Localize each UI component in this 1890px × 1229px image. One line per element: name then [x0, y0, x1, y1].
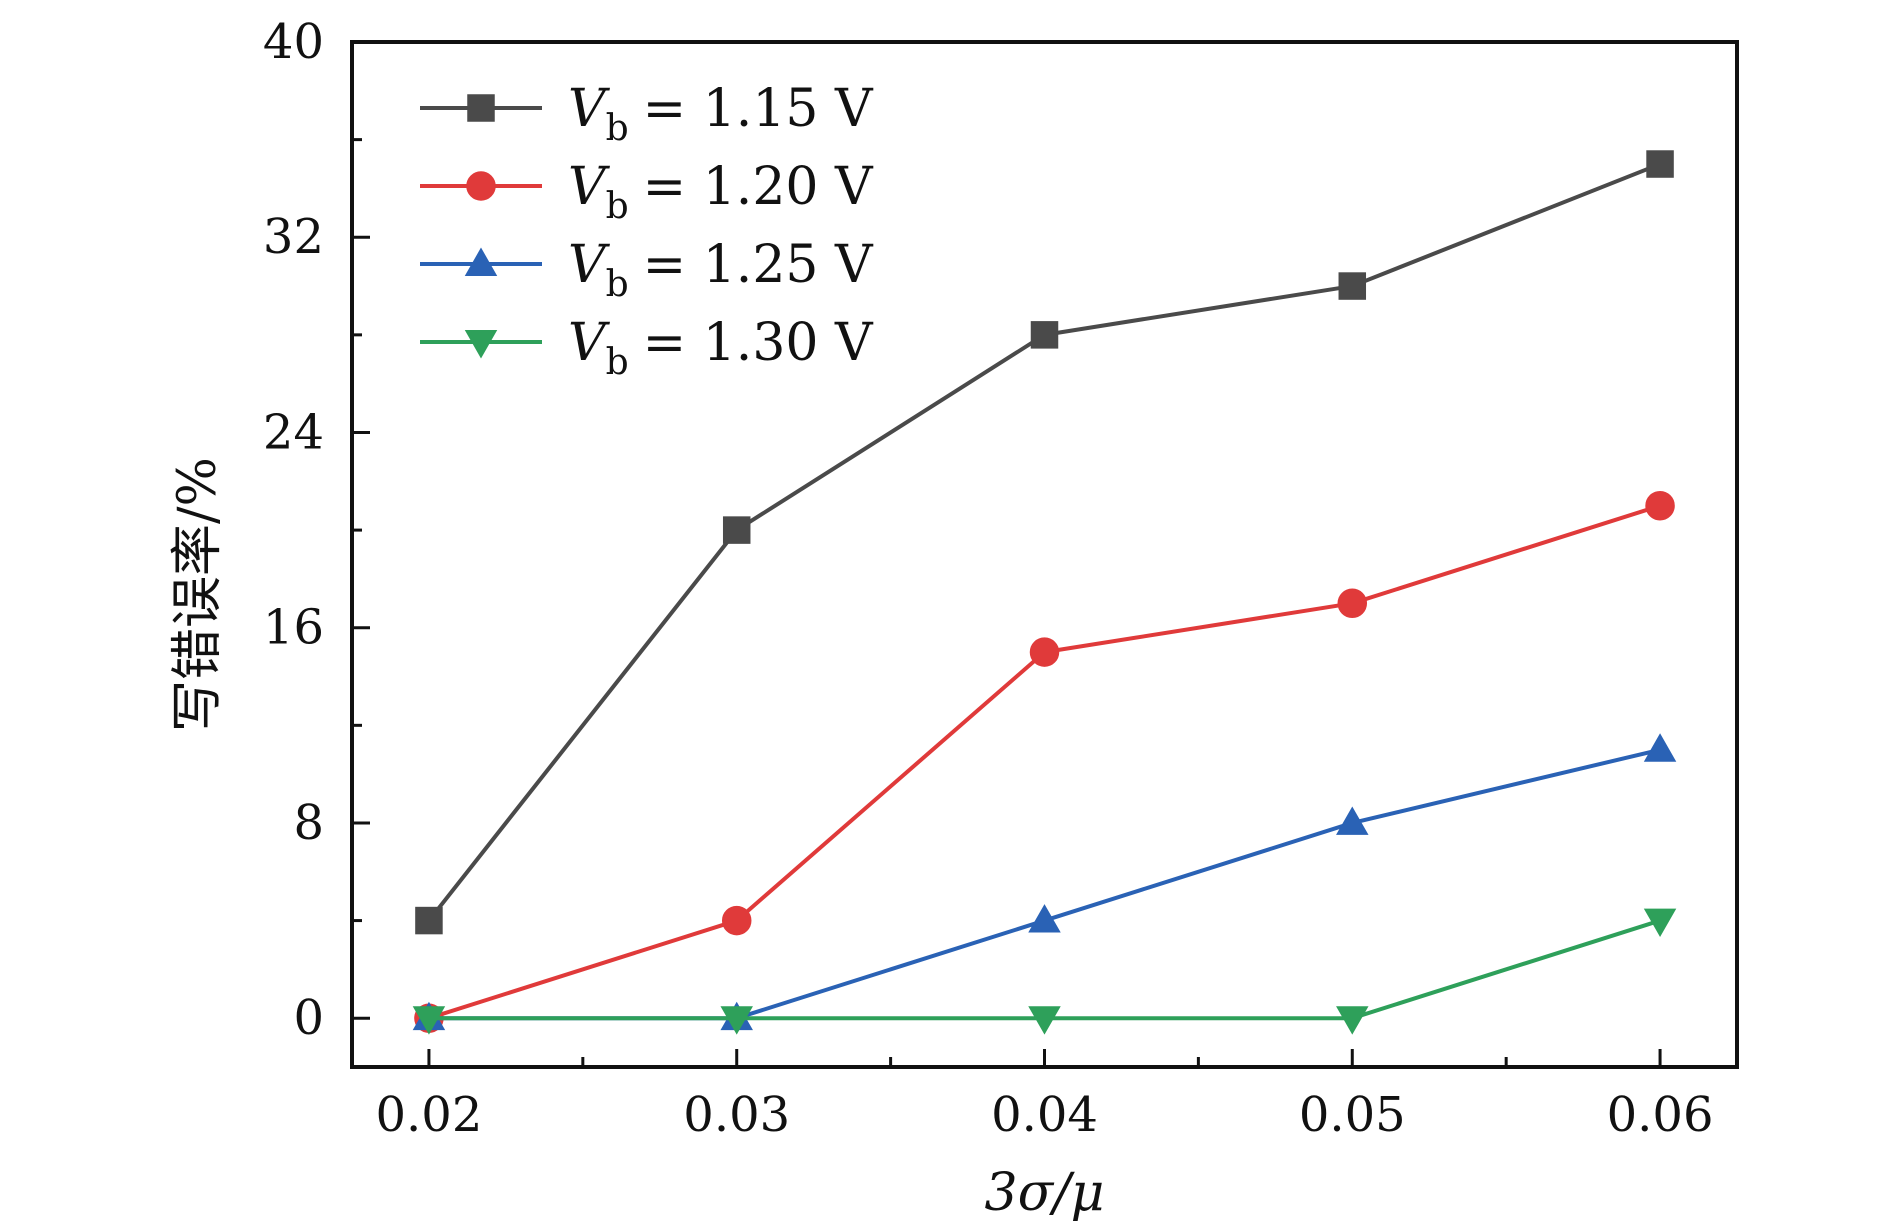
- data-point: [721, 905, 752, 936]
- plot-frame: [350, 40, 1739, 1069]
- legend-label: Vb = 1.15 V: [568, 79, 874, 149]
- data-point: [722, 516, 751, 544]
- legend-subscript: b: [606, 342, 629, 383]
- y-tick-label: 24: [263, 404, 324, 460]
- legend-label: Vb = 1.30 V: [568, 313, 874, 383]
- series-line: [428, 503, 1661, 1021]
- data-point: [1336, 806, 1369, 835]
- y-tick-label: 32: [263, 209, 324, 265]
- data-point: [1643, 908, 1677, 938]
- y-axis-ticks: 0 8 16 24 32 40: [263, 14, 370, 1046]
- x-tick-label: 0.03: [683, 1087, 790, 1143]
- series-3: [412, 733, 1677, 1031]
- data-point: [412, 1006, 446, 1035]
- legend-marker: [467, 94, 495, 122]
- legend-var: V: [568, 79, 610, 139]
- y-tick-label: 0: [293, 990, 324, 1046]
- data-point: [1643, 733, 1677, 762]
- legend-label: Vb = 1.20 V: [568, 157, 874, 227]
- legend-marker: [464, 247, 498, 276]
- data-point: [1028, 904, 1061, 933]
- plot-layer: [412, 150, 1677, 1035]
- legend: Vb = 1.15 V Vb = 1.20 V Vb = 1.25 V Vb = 1.30 V: [420, 79, 874, 383]
- data-point: [1337, 588, 1368, 619]
- legend-value: = 1.30 V: [643, 313, 874, 373]
- x-tick-label: 0.05: [1299, 1087, 1406, 1143]
- data-point: [1030, 321, 1059, 349]
- data-point: [1645, 490, 1675, 521]
- series-1: [415, 150, 1674, 935]
- series-2: [414, 490, 1675, 1033]
- legend-item: Vb = 1.15 V: [420, 79, 874, 149]
- legend-item: Vb = 1.25 V: [420, 235, 874, 305]
- legend-value: = 1.20 V: [643, 157, 874, 217]
- series-line: [428, 918, 1661, 1021]
- data-point: [1029, 637, 1060, 667]
- y-axis-title: 写错误率/%: [168, 457, 228, 732]
- y-tick-label: 8: [293, 795, 324, 851]
- legend-marker: [466, 171, 496, 201]
- legend-value: = 1.15 V: [643, 79, 874, 139]
- legend-item: Vb = 1.20 V: [420, 157, 874, 227]
- legend-var: V: [568, 313, 610, 373]
- legend-var: V: [568, 157, 610, 217]
- x-tick-label: 0.04: [991, 1087, 1098, 1143]
- data-point: [1338, 272, 1367, 300]
- legend-item: Vb = 1.30 V: [420, 313, 874, 383]
- x-axis-title: 3σ/μ: [985, 1163, 1105, 1223]
- data-point: [1028, 1006, 1061, 1035]
- data-point: [720, 1006, 753, 1035]
- data-point: [1336, 1006, 1369, 1035]
- legend-var: V: [568, 235, 610, 295]
- legend-subscript: b: [606, 108, 629, 149]
- data-point: [415, 906, 443, 935]
- x-tick-label: 0.02: [376, 1087, 483, 1143]
- x-tick-label: 0.06: [1607, 1087, 1714, 1143]
- y-tick-label: 16: [263, 600, 324, 656]
- legend-subscript: b: [606, 264, 629, 305]
- y-tick-label: 40: [263, 14, 324, 70]
- legend-subscript: b: [606, 186, 629, 227]
- legend-label: Vb = 1.25 V: [568, 235, 874, 305]
- x-axis-ticks: 0.02 0.03 0.04 0.05 0.06: [376, 1049, 1714, 1143]
- data-point: [1646, 150, 1674, 178]
- legend-marker: [464, 330, 498, 359]
- series-4: [412, 908, 1677, 1035]
- legend-value: = 1.25 V: [643, 235, 874, 295]
